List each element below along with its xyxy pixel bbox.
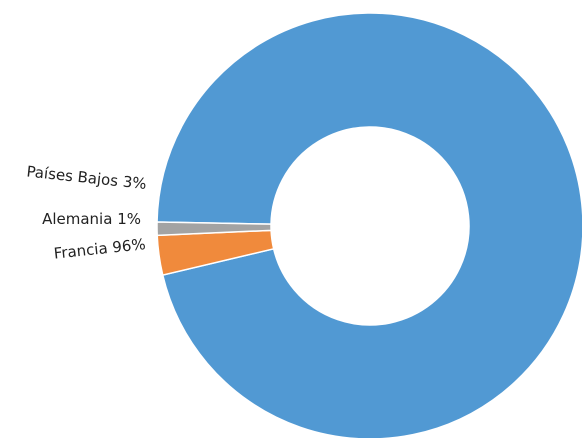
slice-label-francia: Francia 96% xyxy=(53,235,147,263)
donut-slices xyxy=(157,13,582,438)
slice-label-paises-bajos: Países Bajos 3% xyxy=(26,162,148,193)
slice-label-alemania: Alemania 1% xyxy=(42,210,141,228)
